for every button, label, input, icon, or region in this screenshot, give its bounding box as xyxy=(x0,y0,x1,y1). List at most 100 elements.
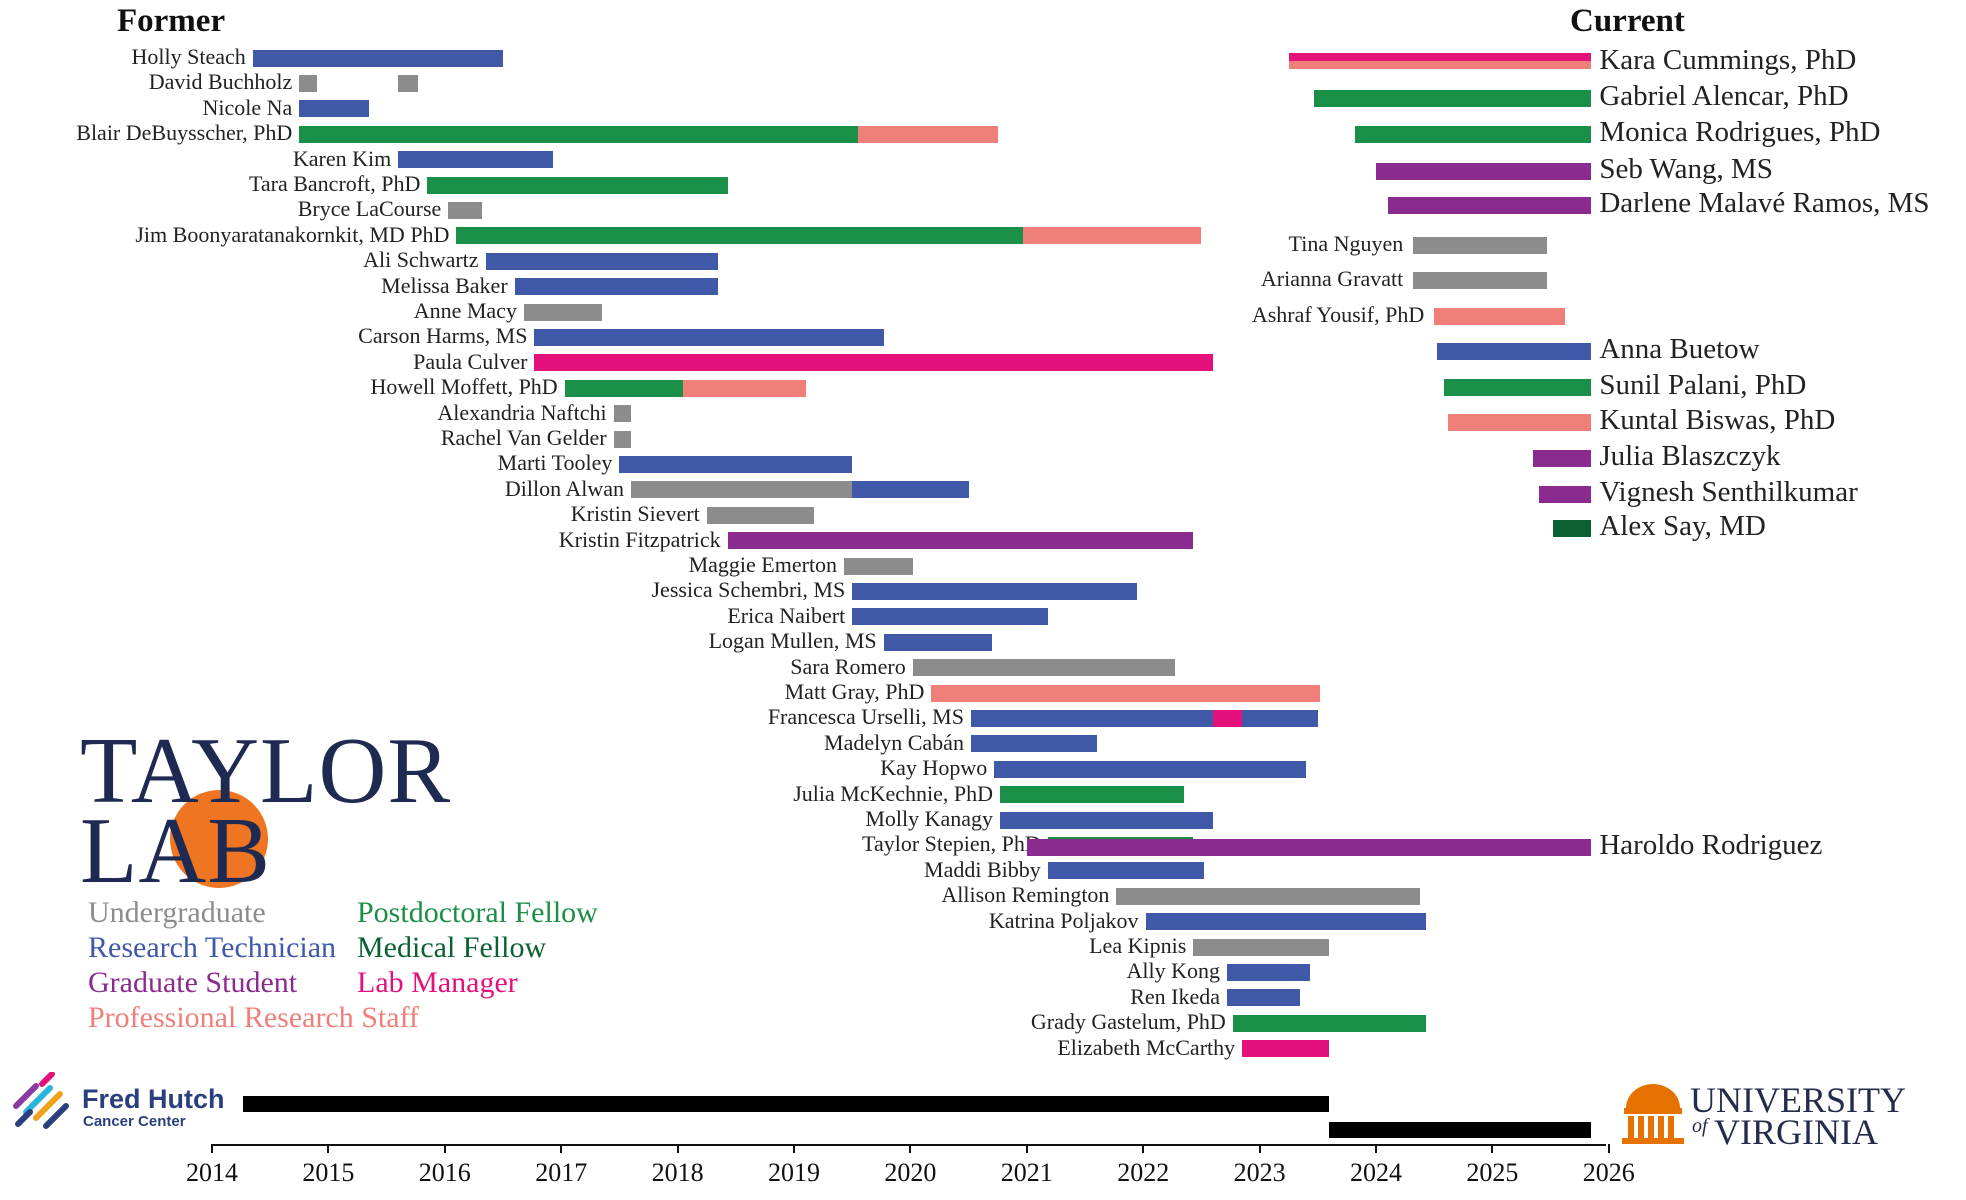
x-tick-label: 2015 xyxy=(302,1158,355,1187)
former-bar xyxy=(619,455,853,473)
former-name-label: Ren Ikeda xyxy=(1130,983,1221,1009)
former-bar xyxy=(1242,709,1318,727)
x-tick-mark xyxy=(327,1144,330,1153)
former-bar xyxy=(1116,887,1421,905)
former-bar xyxy=(299,74,317,92)
former-name-label: Kristin Fitzpatrick xyxy=(558,526,721,552)
x-tick-label: 2016 xyxy=(418,1158,471,1187)
current-name-label: Anna Buetow xyxy=(1599,333,1760,365)
rotunda-icon xyxy=(1622,1084,1684,1144)
current-bar xyxy=(1376,162,1592,180)
current-bar xyxy=(1436,342,1592,360)
former-bar xyxy=(1232,1014,1427,1032)
x-tick-mark xyxy=(793,1144,795,1153)
former-name-label: Rachel Van Gelder xyxy=(440,425,607,450)
former-heading: Former xyxy=(117,3,226,39)
former-bar xyxy=(970,735,1097,753)
x-tick-mark xyxy=(443,1144,446,1153)
former-name-label: Kay Hopwo xyxy=(880,755,988,781)
former-bar xyxy=(514,278,719,296)
former-bar xyxy=(1213,709,1243,727)
former-bar xyxy=(683,379,806,397)
current-name-label: Sunil Palani, PhD xyxy=(1599,369,1807,401)
former-bar xyxy=(427,176,728,194)
former-bar xyxy=(523,303,602,321)
former-bar xyxy=(852,481,969,499)
former-bar xyxy=(852,582,1138,600)
current-name-label: Haroldo Rodriguez xyxy=(1599,829,1823,861)
former-name-label: Allison Remington xyxy=(941,882,1110,908)
former-bar xyxy=(534,328,884,346)
current-name-label: Gabriel Alencar, PhD xyxy=(1599,80,1849,112)
current-name-label: Kuntal Biswas, PhD xyxy=(1599,404,1836,436)
x-tick-label: 2020 xyxy=(884,1158,937,1187)
former-name-label: Matt Gray, PhD xyxy=(784,679,925,704)
former-bar xyxy=(252,49,503,67)
x-axis-line xyxy=(211,1144,1606,1146)
former-name-label: Taylor Stepien, PhD xyxy=(862,831,1041,857)
former-bar xyxy=(485,252,719,270)
institution-bar xyxy=(243,1096,1330,1112)
former-name-label: Kristin Sievert xyxy=(570,501,700,527)
legend-item-tech: Research Technician xyxy=(88,931,337,964)
former-name-label: Francesca Urselli, MS xyxy=(767,704,964,730)
former-name-label: Nicole Na xyxy=(202,94,293,120)
former-name-label: Alexandria Naftchi xyxy=(437,399,607,425)
former-bar xyxy=(456,227,1024,245)
current-bar-top-half xyxy=(1288,53,1592,61)
x-tick-label: 2018 xyxy=(651,1158,704,1187)
former-name-label: Dillon Alwan xyxy=(504,475,625,501)
former-name-label: Lea Kipnis xyxy=(1089,933,1187,958)
former-name-label: Molly Kanagy xyxy=(865,806,994,831)
x-tick-label: 2026 xyxy=(1582,1158,1635,1187)
x-tick-mark xyxy=(211,1144,213,1153)
current-name-label: Alex Say, MD xyxy=(1599,510,1766,542)
current-name-label: Arianna Gravatt xyxy=(1260,266,1404,291)
former-bar xyxy=(858,125,998,143)
x-tick-mark xyxy=(1258,1144,1261,1153)
current-name-label: Julia Blaszczyk xyxy=(1599,440,1781,472)
current-heading: Current xyxy=(1570,3,1685,39)
former-name-label: Ally Kong xyxy=(1126,958,1221,984)
current-name-label: Vignesh Senthilkumar xyxy=(1599,476,1858,508)
former-bar xyxy=(631,481,853,499)
x-tick-mark xyxy=(676,1144,679,1153)
legend-item-grad: Graduate Student xyxy=(88,966,298,999)
former-name-label: Holly Steach xyxy=(131,44,246,69)
former-name-label: Maddi Bibby xyxy=(924,856,1041,882)
current-bar xyxy=(1413,271,1548,289)
current-name-label: Seb Wang, MS xyxy=(1599,153,1773,185)
former-name-label: Howell Moffett, PhD xyxy=(370,374,558,400)
former-bar xyxy=(1227,989,1301,1007)
x-tick-mark xyxy=(1025,1144,1028,1153)
legend-item-manager: Lab Manager xyxy=(357,966,518,999)
institution-bar xyxy=(1329,1122,1592,1138)
x-tick-label: 2024 xyxy=(1350,1158,1402,1187)
former-name-label: Maggie Emerton xyxy=(688,552,838,577)
former-name-label: Katrina Poljakov xyxy=(988,907,1139,933)
former-bar xyxy=(970,709,1214,727)
uva-line-2-prefix: of xyxy=(1692,1115,1708,1137)
x-tick-label: 2017 xyxy=(535,1158,588,1187)
former-bar xyxy=(299,100,370,118)
logo-line-1: TAYLOR xyxy=(80,719,452,823)
x-tick-label: 2023 xyxy=(1233,1158,1286,1187)
x-tick-label: 2019 xyxy=(768,1158,820,1187)
uva-line-2: VIRGINIA xyxy=(1714,1112,1878,1152)
former-bar xyxy=(1000,811,1214,829)
legend-item-undergraduate: Undergraduate xyxy=(88,896,266,929)
former-bar xyxy=(534,354,1214,372)
former-name-label: Logan Mullen, MS xyxy=(708,628,877,654)
current-name-label: Monica Rodrigues, PhD xyxy=(1599,116,1881,148)
uva-line-1: UNIVERSITY xyxy=(1690,1080,1906,1120)
former-bar xyxy=(994,760,1307,778)
current-bar xyxy=(1355,125,1592,143)
x-tick-mark xyxy=(909,1144,912,1153)
x-tick-mark xyxy=(560,1144,563,1153)
x-tick-label: 2022 xyxy=(1117,1158,1170,1187)
x-tick-mark xyxy=(1142,1144,1145,1153)
former-name-label: Blair DeBuysscher, PhD xyxy=(76,120,293,146)
former-name-label: Jessica Schembri, MS xyxy=(651,577,846,603)
former-bar xyxy=(706,506,814,524)
former-name-label: Karen Kim xyxy=(292,145,392,171)
